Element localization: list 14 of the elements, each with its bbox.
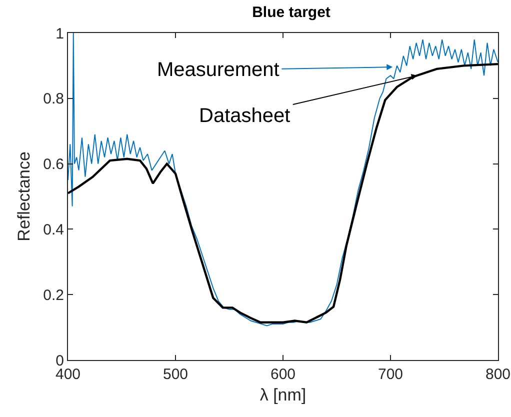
x-tick-label: 500 — [162, 366, 188, 383]
x-axis-title: λ [nm] — [260, 385, 306, 404]
y-tick-label: 0.8 — [43, 90, 64, 108]
y-tick-label: 1 — [56, 25, 64, 42]
y-tick-label: 0.4 — [43, 221, 64, 238]
x-tick-label: 700 — [378, 366, 404, 383]
chart-title: Blue target — [252, 4, 330, 21]
x-tick-label: 600 — [270, 366, 296, 383]
y-tick-label: 0.2 — [43, 286, 64, 304]
annotation: Measurement — [157, 59, 280, 81]
y-axis-title: Reflectance — [14, 152, 34, 242]
x-tick-label: 800 — [485, 366, 511, 383]
y-tick-label: 0.6 — [43, 156, 64, 174]
annotation: Datasheet — [199, 105, 291, 127]
